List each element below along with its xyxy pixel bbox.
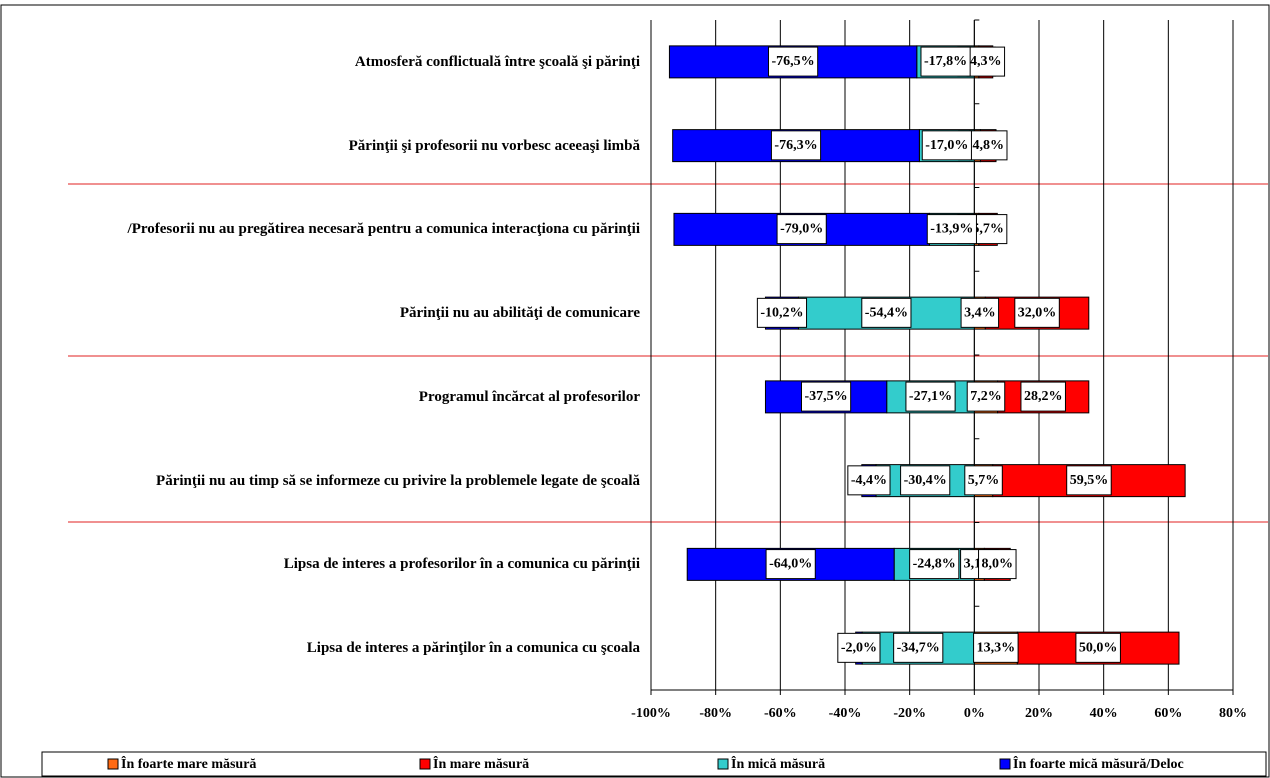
- x-tick-label: 0%: [964, 706, 985, 721]
- value-label-box: [978, 549, 1017, 580]
- category-label: Părinţii nu au timp să se informeze cu p…: [156, 472, 640, 489]
- value-label-box: [800, 381, 852, 412]
- value-label-box: [847, 465, 891, 496]
- value-label-box: [893, 632, 944, 663]
- value-label: -79,0%: [780, 222, 823, 237]
- value-label-box: [837, 632, 881, 663]
- value-label-box: [921, 130, 972, 161]
- value-label-box: [861, 297, 912, 328]
- value-label: 4,3%: [970, 54, 1002, 69]
- x-tick-label: -60%: [764, 706, 797, 721]
- value-label: 8,0%: [982, 557, 1014, 572]
- legend-label: În mică măsură: [731, 755, 825, 772]
- value-label-box: [1066, 465, 1112, 496]
- x-tick-label: 80%: [1219, 706, 1247, 721]
- legend-label: În mare măsură: [433, 755, 529, 772]
- value-label: -17,0%: [925, 138, 968, 153]
- x-tick-label: 40%: [1090, 706, 1118, 721]
- value-label: 32,0%: [1018, 305, 1057, 320]
- value-label-box: [968, 130, 1008, 161]
- value-label-box: [756, 297, 808, 328]
- value-label: 59,5%: [1070, 473, 1109, 488]
- value-label-box: [768, 46, 819, 77]
- value-label: -2,0%: [841, 640, 877, 655]
- legend-swatch: [107, 758, 119, 770]
- category-label: Părinţii şi profesorii nu vorbesc aceeaş…: [348, 137, 640, 154]
- value-label-box: [905, 381, 956, 412]
- value-label: 3,4%: [964, 305, 996, 320]
- value-label: -64,0%: [769, 557, 812, 572]
- value-label: -27,1%: [909, 389, 952, 404]
- legend-box: [41, 751, 1267, 777]
- x-tick-label: -20%: [893, 706, 926, 721]
- value-label: 13,3%: [977, 640, 1016, 655]
- value-label: -13,9%: [930, 222, 973, 237]
- value-label: 50,0%: [1079, 640, 1118, 655]
- x-tick-label: 20%: [1025, 706, 1053, 721]
- value-label: 5,7%: [972, 222, 1004, 237]
- category-label: Programul încărcat al profesorilor: [418, 388, 640, 405]
- value-label: -34,7%: [897, 640, 940, 655]
- value-label: 7,2%: [970, 389, 1002, 404]
- value-label: -24,8%: [913, 557, 956, 572]
- x-tick-label: -40%: [829, 706, 862, 721]
- value-label: -30,4%: [904, 473, 947, 488]
- value-label-box: [926, 214, 977, 245]
- legend-swatch: [717, 758, 729, 770]
- legend-swatch: [999, 758, 1011, 770]
- value-label: -10,2%: [760, 305, 803, 320]
- value-label-box: [964, 465, 1003, 496]
- x-tick-label: -100%: [631, 706, 671, 721]
- value-label: 4,8%: [972, 138, 1004, 153]
- value-label-box: [776, 214, 827, 245]
- x-tick-label: 60%: [1154, 706, 1182, 721]
- legend-label: În foarte mare măsură: [121, 755, 256, 772]
- legend-label: În foarte mică măsură/Deloc: [1013, 755, 1184, 772]
- x-tick-label: -80%: [699, 706, 732, 721]
- value-label-box: [1075, 632, 1121, 663]
- legend-swatch: [419, 758, 431, 770]
- category-label: Lipsa de interes a profesorilor în a com…: [283, 556, 640, 573]
- value-label-box: [1020, 381, 1066, 412]
- value-label: -17,8%: [924, 54, 967, 69]
- value-label-box: [920, 46, 971, 77]
- value-label-box: [909, 549, 960, 580]
- category-label: Atmosferă conflictuală între şcoală şi p…: [354, 53, 640, 70]
- value-label-box: [1014, 297, 1060, 328]
- value-label-box: [765, 549, 816, 580]
- category-label: Părinţii nu au abilităţi de comunicare: [399, 305, 640, 322]
- value-label: -54,4%: [865, 305, 908, 320]
- value-label-box: [966, 381, 1006, 412]
- value-label: 28,2%: [1024, 389, 1063, 404]
- value-label: 5,7%: [968, 473, 1000, 488]
- category-label: Lipsa de interes a părinţilor în a comun…: [306, 640, 640, 657]
- value-label: -37,5%: [804, 389, 847, 404]
- value-label-box: [973, 632, 1019, 663]
- value-label-box: [770, 130, 822, 161]
- value-label: -76,3%: [774, 138, 817, 153]
- value-label-box: [960, 297, 1000, 328]
- category-label: /Profesorii nu au pregătirea necesară pe…: [127, 221, 640, 238]
- value-label: -4,4%: [851, 473, 887, 488]
- frame: [0, 4, 1270, 778]
- value-label-box: [900, 465, 951, 496]
- value-label: -76,5%: [772, 54, 815, 69]
